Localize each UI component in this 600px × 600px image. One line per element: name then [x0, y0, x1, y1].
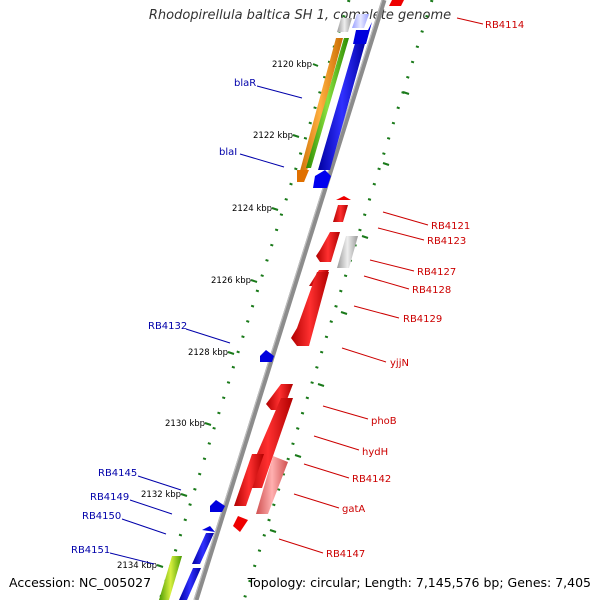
gene-blue-large: [318, 40, 366, 170]
gene-rb4121-arrow: [336, 196, 351, 200]
gene-rb4150-arrow: [202, 526, 215, 532]
gene-rb4147: [233, 516, 248, 532]
gene-label: RB4132: [148, 321, 187, 332]
gene-orange: [297, 38, 343, 182]
genome-backbone-highlight: [193, 0, 383, 600]
gene-labels: blaR blaI RB4132 RB4145 RB4149 RB4150 RB…: [71, 20, 524, 560]
gene-label: yjjN: [390, 358, 409, 369]
gene-red-top: [389, 0, 404, 6]
reverse-strand-features: [233, 0, 404, 532]
gene-gata: [234, 454, 264, 506]
gene-label: RB4145: [98, 468, 137, 479]
gene-label: RB4121: [431, 221, 470, 232]
gene-lightblue: [352, 14, 369, 28]
gene-label: RB4147: [326, 549, 365, 560]
gene-label: blaR: [234, 78, 256, 89]
gene-rb4129: [291, 272, 329, 346]
topology-summary: Topology: circular; Length: 7,145,576 bp…: [247, 575, 591, 590]
gene-label: RB4123: [427, 236, 466, 247]
gene-label: RB4129: [403, 314, 442, 325]
gene-rb4127: [316, 232, 340, 262]
gene-yellowgreen: [159, 556, 182, 600]
forward-strand-features: [159, 14, 372, 600]
genome-backbone: [193, 0, 387, 600]
accession-label: Accession: NC_005027: [9, 575, 152, 590]
gene-label: phoB: [371, 416, 397, 427]
gene-label: RB4142: [352, 474, 391, 485]
kbp-label: 2122 kbp: [253, 131, 293, 141]
gene-rb4142: [256, 456, 288, 514]
gene-rb4132: [260, 350, 274, 362]
gene-label: blaI: [219, 147, 237, 158]
kbp-label: 2132 kbp: [141, 490, 181, 500]
kbp-label: 2130 kbp: [165, 419, 205, 429]
gene-label: RB4114: [485, 20, 524, 31]
gene-label: hydH: [362, 447, 388, 458]
kbp-label: 2120 kbp: [272, 60, 312, 70]
gene-grey: [337, 18, 352, 32]
kbp-label: 2128 kbp: [188, 348, 228, 358]
kbp-label: 2124 kbp: [232, 204, 272, 214]
kbp-label: 2134 kbp: [117, 561, 157, 571]
gene-orange-cap: [297, 170, 309, 182]
gene-blue-arrowhead: [313, 170, 331, 188]
gene-phob: [266, 384, 293, 410]
gene-label: RB4149: [90, 492, 129, 503]
gene-blue-top: [353, 22, 372, 44]
gene-grey-mid: [337, 236, 358, 268]
gene-label: RB4151: [71, 545, 110, 556]
kbp-scale: 2120 kbp 2122 kbp 2124 kbp 2126 kbp 2128…: [117, 60, 319, 571]
gene-rb4123: [333, 205, 348, 222]
gene-label: gatA: [342, 504, 365, 515]
gene-rb4149: [210, 500, 225, 512]
gene-label: RB4150: [82, 511, 121, 522]
gene-blue-bottom: [179, 568, 201, 600]
outer-track-dashes: [269, 91, 410, 533]
gene-blue-lower: [192, 533, 214, 564]
gene-green: [306, 38, 349, 168]
gene-label: RB4128: [412, 285, 451, 296]
label-leaders: [109, 17, 484, 565]
gene-label: RB4127: [417, 267, 456, 278]
kbp-label: 2126 kbp: [211, 276, 251, 286]
